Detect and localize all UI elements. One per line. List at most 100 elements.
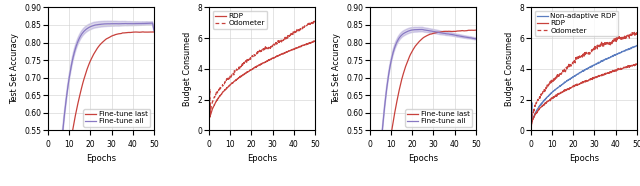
RDP [310, 40, 318, 42]
Fine-tune all [95, 23, 103, 25]
Fine-tune last [424, 34, 431, 36]
Fine-tune all [102, 23, 109, 25]
Fine-tune last [417, 39, 425, 41]
Y-axis label: Test Set Accuracy: Test Set Accuracy [332, 33, 341, 104]
Odometer [308, 21, 316, 23]
Odometer [584, 52, 592, 54]
RDP [577, 82, 585, 84]
RDP [633, 63, 640, 65]
Fine-tune all [148, 22, 156, 24]
Non-adaptive RDP [527, 129, 535, 131]
Legend: Fine-tune last, Fine-tune all: Fine-tune last, Fine-tune all [405, 109, 472, 127]
Fine-tune all [453, 35, 461, 37]
Fine-tune last [472, 29, 479, 31]
RDP [630, 64, 638, 66]
Fine-tune all [429, 30, 437, 33]
Non-adaptive RDP [614, 53, 621, 55]
X-axis label: Epochs: Epochs [408, 155, 438, 163]
Odometer [292, 31, 300, 33]
Odometer [578, 55, 586, 57]
Odometer [527, 129, 535, 131]
Fine-tune last [148, 31, 156, 33]
X-axis label: Epochs: Epochs [86, 155, 116, 163]
Fine-tune last [366, 112, 374, 114]
Line: Fine-tune last: Fine-tune last [48, 32, 154, 186]
RDP [292, 47, 300, 49]
Fine-tune all [419, 28, 426, 31]
Fine-tune all [366, 112, 374, 114]
Line: Odometer: Odometer [531, 32, 637, 130]
Line: RDP: RDP [209, 41, 315, 130]
Fine-tune last [102, 39, 109, 41]
Fine-tune all [150, 29, 157, 31]
Fine-tune last [150, 31, 157, 33]
Non-adaptive RDP [584, 67, 592, 69]
RDP [590, 77, 598, 79]
Fine-tune all [470, 37, 477, 40]
RDP [527, 129, 535, 131]
Fine-tune last [44, 94, 52, 96]
Odometer [255, 50, 263, 52]
Line: Fine-tune all: Fine-tune all [370, 29, 476, 186]
Fine-tune all [417, 28, 425, 31]
Odometer [633, 34, 640, 36]
Line: RDP: RDP [531, 64, 637, 130]
RDP [311, 40, 319, 42]
RDP [578, 81, 586, 83]
Fine-tune all [131, 23, 139, 25]
Fine-tune all [424, 29, 431, 32]
Odometer [630, 31, 638, 33]
RDP [632, 63, 639, 65]
Line: Fine-tune last: Fine-tune last [370, 30, 476, 186]
Legend: Non-adaptive RDP, RDP, Odometer: Non-adaptive RDP, RDP, Odometer [534, 11, 618, 36]
Fine-tune all [95, 23, 102, 26]
Fine-tune last [95, 45, 103, 47]
Fine-tune all [148, 22, 156, 24]
RDP [256, 63, 264, 66]
Odometer [577, 56, 585, 58]
RDP [268, 57, 276, 59]
Odometer [630, 33, 638, 35]
Y-axis label: Budget Consumed: Budget Consumed [505, 32, 514, 106]
Fine-tune last [472, 29, 479, 31]
Line: Odometer: Odometer [209, 21, 315, 130]
RDP [205, 129, 213, 131]
Fine-tune last [453, 30, 461, 32]
Odometer [268, 45, 276, 47]
Fine-tune all [108, 23, 115, 25]
Odometer [262, 46, 270, 49]
Line: Fine-tune all: Fine-tune all [48, 23, 154, 186]
Odometer [614, 36, 621, 39]
Non-adaptive RDP [633, 44, 640, 47]
Fine-tune all [472, 38, 479, 40]
Fine-tune last [108, 35, 115, 37]
Non-adaptive RDP [630, 45, 638, 48]
RDP [262, 61, 270, 63]
Fine-tune last [95, 45, 102, 48]
Fine-tune last [429, 32, 437, 35]
Odometer [205, 129, 213, 131]
Legend: RDP, Odometer: RDP, Odometer [212, 11, 267, 29]
Non-adaptive RDP [578, 70, 586, 73]
Non-adaptive RDP [590, 64, 598, 66]
Fine-tune last [140, 31, 147, 33]
RDP [255, 64, 263, 66]
Y-axis label: Test Set Accuracy: Test Set Accuracy [10, 33, 19, 104]
Fine-tune all [44, 94, 52, 96]
X-axis label: Epochs: Epochs [247, 155, 277, 163]
RDP [584, 80, 592, 82]
RDP [614, 69, 621, 71]
Odometer [311, 20, 319, 22]
Y-axis label: Budget Consumed: Budget Consumed [183, 32, 192, 106]
Fine-tune all [417, 28, 424, 31]
Fine-tune last [417, 39, 424, 41]
Odometer [256, 50, 264, 52]
Legend: Fine-tune last, Fine-tune all: Fine-tune last, Fine-tune all [83, 109, 150, 127]
Odometer [590, 48, 598, 50]
Non-adaptive RDP [577, 71, 585, 73]
X-axis label: Epochs: Epochs [569, 155, 599, 163]
Fine-tune last [470, 29, 477, 31]
Fine-tune last [131, 31, 139, 33]
RDP [308, 41, 316, 43]
Line: Non-adaptive RDP: Non-adaptive RDP [531, 46, 637, 130]
